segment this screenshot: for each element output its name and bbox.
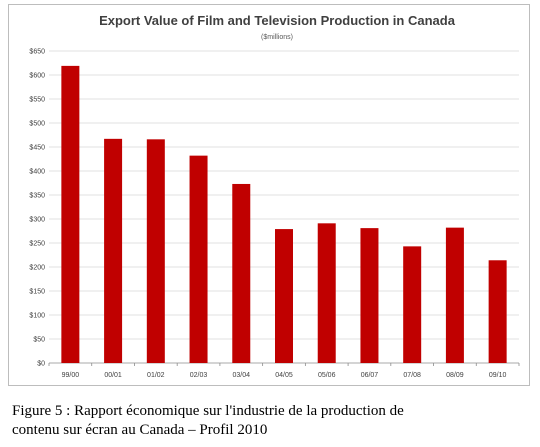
bar-99-00 bbox=[61, 65, 80, 363]
bar-01-02 bbox=[146, 139, 165, 363]
bar-05-06 bbox=[317, 223, 336, 363]
y-tick-label: $650 bbox=[29, 49, 45, 56]
bar-09-10 bbox=[488, 260, 507, 363]
x-tick-label: 08/09 bbox=[446, 372, 464, 379]
x-tick-label: 07/08 bbox=[403, 372, 421, 379]
y-tick-label: $500 bbox=[29, 121, 45, 128]
x-tick-label: 01/02 bbox=[147, 372, 165, 379]
bars bbox=[61, 65, 507, 363]
chart-subtitle: ($millions) bbox=[261, 34, 293, 41]
bar-04-05 bbox=[275, 229, 293, 363]
chart-container: Export Value of Film and Television Prod… bbox=[8, 4, 530, 386]
y-tick-label: $600 bbox=[29, 73, 45, 80]
figure-caption: Figure 5 : Rapport économique sur l'indu… bbox=[12, 402, 532, 440]
caption-line-1: Figure 5 : Rapport économique sur l'indu… bbox=[12, 403, 404, 419]
y-tick-label: $450 bbox=[29, 145, 45, 152]
chart-title: Export Value of Film and Television Prod… bbox=[99, 13, 456, 28]
bar-chart: Export Value of Film and Television Prod… bbox=[29, 13, 520, 379]
x-tick-label: 00/01 bbox=[104, 372, 122, 379]
y-tick-label: $250 bbox=[29, 241, 45, 248]
x-tick-label: 09/10 bbox=[489, 372, 507, 379]
y-tick-label: $150 bbox=[29, 289, 45, 296]
y-tick-label: $300 bbox=[29, 217, 45, 224]
bar-07-08 bbox=[403, 246, 422, 363]
x-tick-label: 02/03 bbox=[190, 372, 208, 379]
y-axis: $0 $50 $100 $150 $200 $250 $300 $350 $400 $450 $50… bbox=[29, 49, 45, 368]
bar-03-04 bbox=[232, 183, 251, 363]
x-tick-label: 06/07 bbox=[361, 372, 379, 379]
bar-08-09 bbox=[445, 227, 464, 363]
x-tick-label: 99/00 bbox=[62, 372, 80, 379]
y-tick-label: $200 bbox=[29, 265, 45, 272]
bar-00-01 bbox=[104, 138, 123, 363]
x-axis: 99/00 00/01 01/02 02/03 03/04 04/05 05/06 06/07… bbox=[48, 363, 520, 379]
caption-line-2: contenu sur écran au Canada – Profil 201… bbox=[12, 422, 268, 438]
y-tick-label: $0 bbox=[37, 361, 45, 368]
y-tick-label: $100 bbox=[29, 313, 45, 320]
y-tick-label: $400 bbox=[29, 169, 45, 176]
bar-06-07 bbox=[360, 228, 379, 363]
y-tick-label: $50 bbox=[33, 337, 45, 344]
bar-02-03 bbox=[189, 155, 208, 363]
y-tick-label: $550 bbox=[29, 97, 45, 104]
y-tick-label: $350 bbox=[29, 193, 45, 200]
x-tick-label: 03/04 bbox=[233, 372, 251, 379]
x-tick-label: 04/05 bbox=[275, 372, 293, 379]
x-tick-label: 05/06 bbox=[318, 372, 336, 379]
